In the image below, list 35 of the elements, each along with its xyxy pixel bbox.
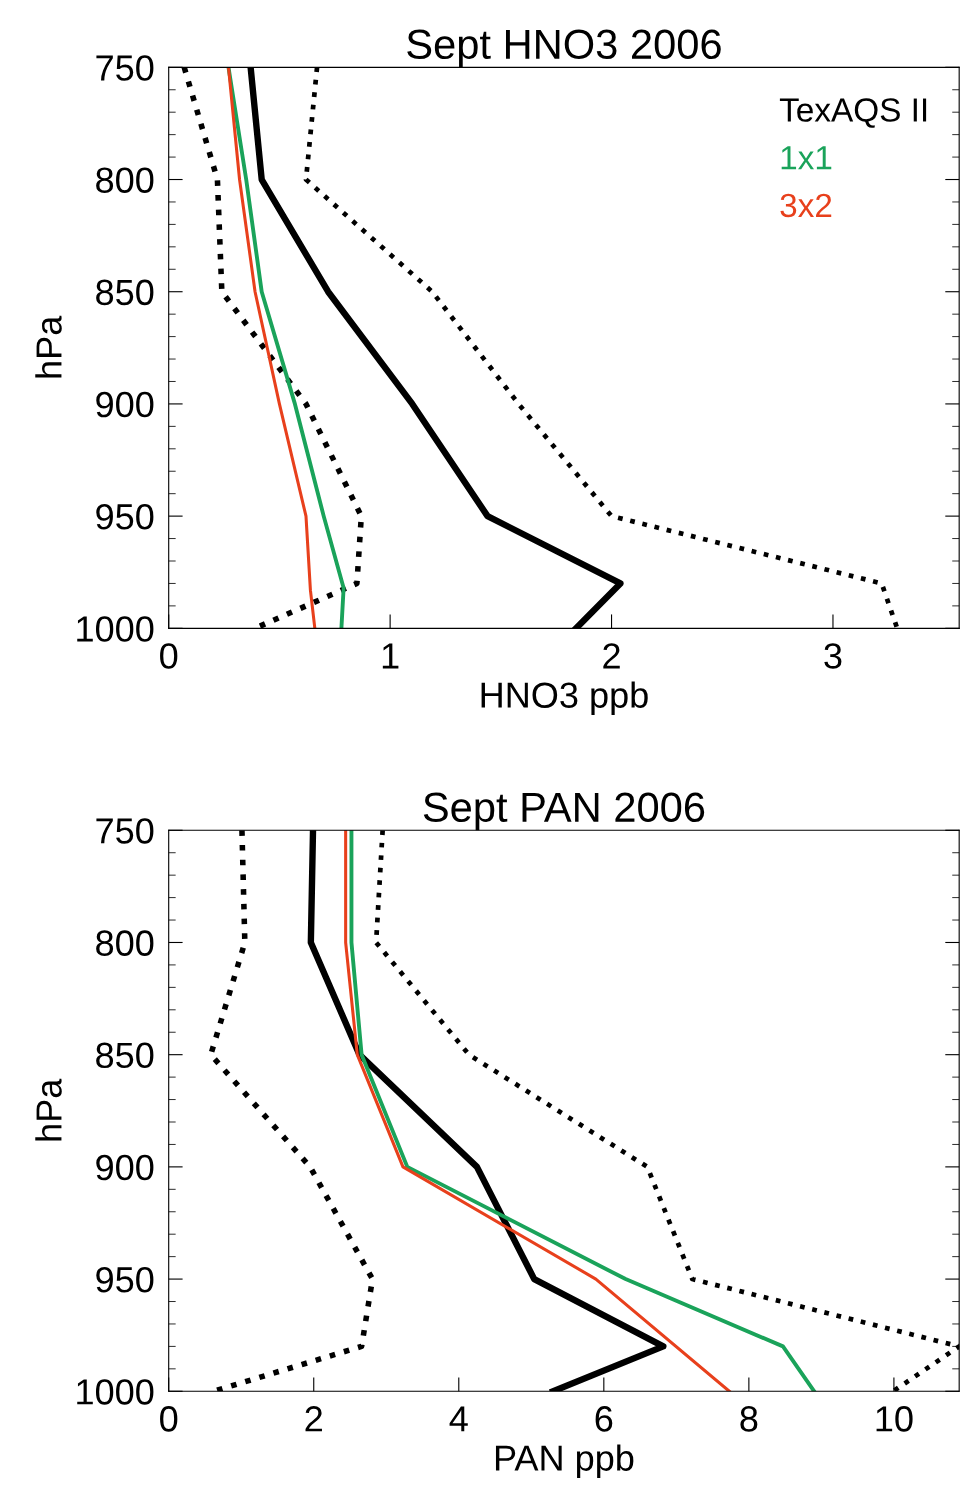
y-axis-title: hPa (35, 315, 62, 378)
y-axis-title: hPa (35, 1078, 62, 1141)
x-tick-label: 4 (449, 1406, 468, 1432)
y-tick-label: 950 (96, 503, 154, 530)
x-tick-label: 6 (595, 1406, 613, 1432)
x-tick-label: 3 (824, 643, 842, 669)
x-tick-label: 0 (160, 1406, 178, 1432)
y-tick-label: 750 (96, 55, 154, 81)
y-tick-label: 800 (96, 930, 154, 956)
chart-title: Sept PAN 2006 (423, 792, 705, 831)
y-tick-label: 850 (96, 1042, 154, 1069)
line-series (349, 830, 817, 1392)
text: 3x2 (780, 193, 832, 218)
x-tick-label: 10 (876, 1406, 913, 1432)
x-tick-label: 8 (740, 1406, 758, 1432)
x-tick-label: 0 (160, 643, 178, 669)
x-axis-title: PAN ppb (495, 1444, 634, 1479)
y-tick-label: 750 (96, 818, 154, 844)
x-axis-title: HNO3 ppb (481, 681, 648, 716)
y-tick-label: 900 (96, 391, 154, 418)
line-series (226, 67, 317, 629)
y-tick-label: 800 (96, 167, 154, 193)
y-tick-label: 850 (96, 279, 154, 306)
text: 1x1 (781, 146, 832, 170)
x-tick-label: 2 (305, 1406, 322, 1432)
line-series (344, 830, 731, 1392)
x-tick-label: 1 (382, 643, 399, 669)
y-tick-label: 900 (96, 1154, 154, 1181)
y-tick-label: 1000 (77, 616, 154, 642)
x-tick-label: 2 (603, 643, 620, 669)
y-tick-label: 1000 (77, 1379, 154, 1405)
line-series (226, 67, 346, 629)
legend-label: TexAQS II (779, 98, 927, 128)
y-tick-label: 950 (96, 1266, 154, 1293)
chart-title: Sept HNO3 2006 (407, 29, 721, 68)
